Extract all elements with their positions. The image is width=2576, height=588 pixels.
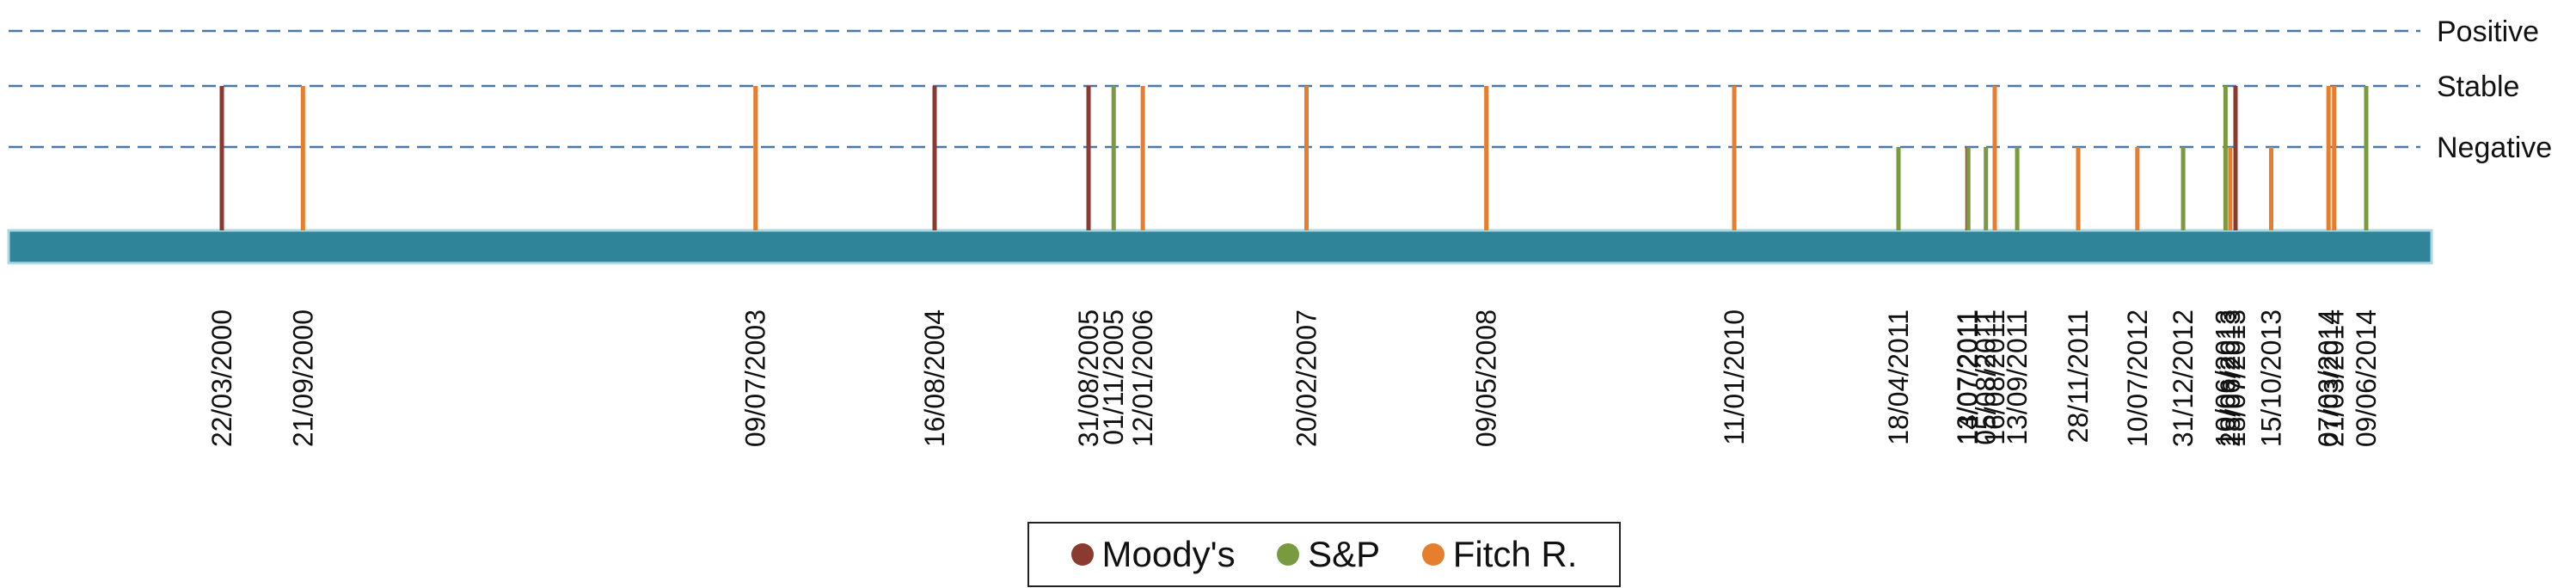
date-tick-label: 15/10/2013 bbox=[2255, 309, 2286, 447]
level-label-stable: Stable bbox=[2437, 70, 2519, 103]
legend-label-moodys: Moody's bbox=[1101, 534, 1236, 574]
date-tick-label: 31/08/2005 bbox=[1073, 309, 1104, 447]
fitch-dot-icon bbox=[1421, 543, 1444, 566]
date-tick-label: 09/05/2008 bbox=[1471, 309, 1502, 447]
date-tick-label: 13/09/2011 bbox=[2002, 309, 2033, 445]
date-tick-label: 31/12/2012 bbox=[2168, 309, 2199, 447]
date-tick-label: 01/11/2005 bbox=[1098, 309, 1129, 445]
date-tick-label: 28/06/2013 bbox=[2215, 309, 2246, 447]
legend-item-moodys: Moody's bbox=[1070, 534, 1236, 575]
date-tick-label: 16/08/2011 bbox=[1979, 309, 2010, 445]
date-tick-label: 21/03/2014 bbox=[2319, 309, 2350, 447]
legend-item-fitch: Fitch R. bbox=[1421, 534, 1578, 575]
date-tick-label: 05/08/2011 bbox=[1971, 309, 2002, 445]
level-gridlines bbox=[9, 29, 2420, 149]
date-tick-label: 18/07/2013 bbox=[2220, 309, 2251, 447]
timeline-bar bbox=[7, 229, 2433, 265]
legend: Moody's S&P Fitch R. bbox=[1027, 522, 1621, 587]
date-tick-label: 16/08/2004 bbox=[919, 309, 950, 447]
moodys-dot-icon bbox=[1070, 543, 1094, 566]
date-tick-label: 22/03/2000 bbox=[206, 309, 237, 447]
date-tick-label: 13/07/2011 bbox=[1952, 309, 1983, 445]
date-tick-label: 10/06/2013 bbox=[2210, 309, 2241, 447]
level-label-positive: Positive bbox=[2437, 15, 2539, 48]
date-tick-label: 12/01/2006 bbox=[1127, 309, 1158, 447]
date-tick-label: 11/01/2010 bbox=[1719, 309, 1750, 445]
date-tick-label: 10/07/2012 bbox=[2122, 309, 2153, 447]
date-tick-label: 07/03/2014 bbox=[2313, 309, 2344, 447]
date-tick-label: 18/04/2011 bbox=[1883, 309, 1914, 445]
legend-item-sp: S&P bbox=[1277, 534, 1380, 575]
date-tick-labels: 22/03/2000 21/09/2000 09/07/2003 16/08/2004… bbox=[206, 309, 2382, 447]
legend-label-fitch: Fitch R. bbox=[1452, 534, 1578, 574]
level-labels: Positive Stable Negative bbox=[2437, 15, 2552, 164]
legend-label-sp: S&P bbox=[1308, 534, 1381, 574]
date-tick-label: 21/09/2000 bbox=[287, 309, 318, 447]
event-markers bbox=[219, 86, 2369, 230]
date-tick-label: 28/11/2011 bbox=[2063, 309, 2094, 443]
date-tick-label: 14/07/2011 bbox=[1953, 309, 1984, 445]
date-tick-label: 09/06/2014 bbox=[2351, 309, 2382, 447]
date-tick-label: 20/02/2007 bbox=[1291, 309, 1322, 447]
sp-dot-icon bbox=[1277, 543, 1300, 566]
date-tick-label: 09/07/2003 bbox=[740, 309, 771, 447]
level-label-negative: Negative bbox=[2437, 132, 2552, 164]
